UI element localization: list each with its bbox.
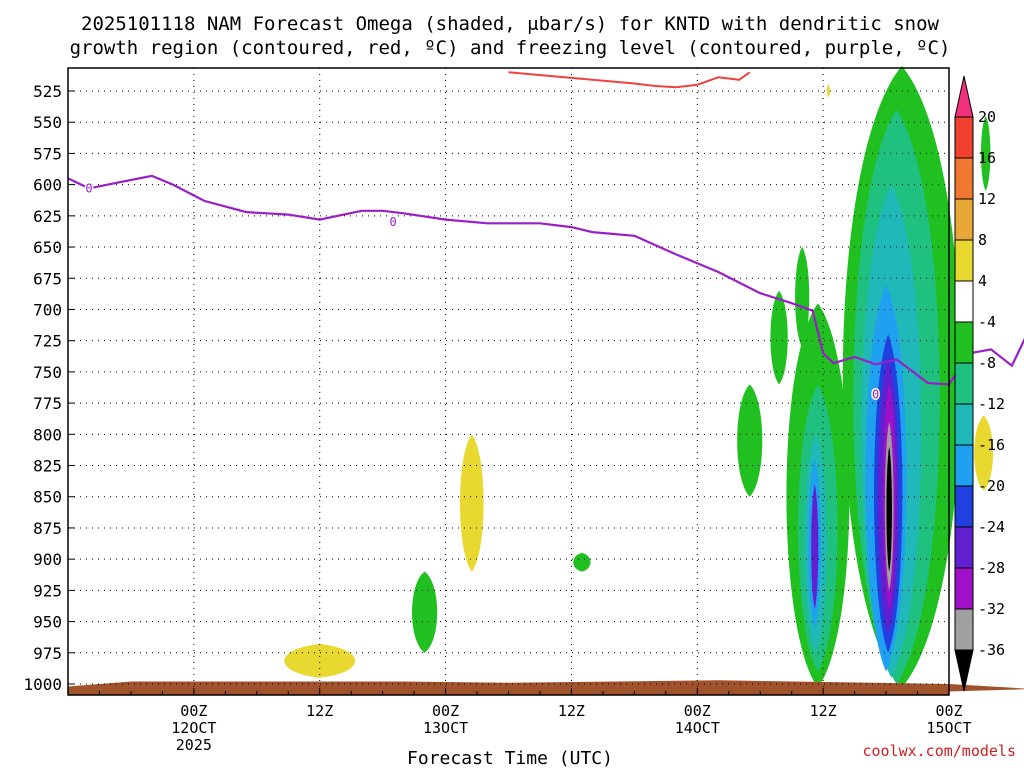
y-tick-label: 875 bbox=[33, 519, 62, 538]
y-tick-label: 800 bbox=[33, 425, 62, 444]
y-tick-label: 825 bbox=[33, 457, 62, 476]
y-tick-label: 700 bbox=[33, 300, 62, 319]
colorbar-segment bbox=[954, 157, 974, 200]
credit-text: coolwx.com/models bbox=[862, 742, 1016, 760]
colorbar-segment bbox=[954, 444, 974, 487]
y-tick-label: 625 bbox=[33, 207, 62, 226]
y-tick-label: 550 bbox=[33, 113, 62, 132]
colorbar: 20 16 12 8 4 -4 -8 -12 -16 -20 -24 -28 -32 -36 bbox=[954, 75, 1005, 692]
omega-region-small-d bbox=[412, 571, 438, 653]
omega-region-minus28-secondary bbox=[811, 484, 819, 610]
y-tick-label: 600 bbox=[33, 176, 62, 195]
colorbar-segment bbox=[954, 116, 974, 159]
y-tick-label: 900 bbox=[33, 550, 62, 569]
y-axis-ticks: 525 550 575 600 625 650 675 700 725 750 775 800 825 8… bbox=[23, 82, 75, 694]
omega-region-max-main bbox=[886, 446, 892, 572]
y-tick-label: 1000 bbox=[23, 675, 62, 694]
chart-title-line2: growth region (contoured, red, ºC) and f… bbox=[70, 37, 951, 59]
contours: 0 0 0 bbox=[67, 71, 1024, 403]
chart-title-line1: 2025101118 NAM Forecast Omega (shaded, μ… bbox=[81, 13, 939, 35]
colorbar-label: -8 bbox=[978, 354, 996, 372]
colorbar-label: -16 bbox=[978, 436, 1005, 454]
colorbar-label: 8 bbox=[978, 231, 987, 249]
omega-region-plus4-d bbox=[826, 84, 830, 98]
freezing-level-label: 0 bbox=[390, 215, 397, 229]
omega-region-small-g bbox=[851, 234, 858, 285]
y-tick-label: 675 bbox=[33, 269, 62, 288]
freezing-level-label: 0 bbox=[872, 387, 879, 401]
colorbar-label: 4 bbox=[978, 272, 987, 290]
plot-area: 0 0 0 bbox=[67, 66, 1024, 696]
dendritic-growth-contour bbox=[508, 71, 751, 89]
y-tick-label: 575 bbox=[33, 144, 62, 163]
x-tick-label: 12Z bbox=[306, 702, 333, 720]
x-tick-label: 00Z bbox=[935, 702, 962, 720]
colorbar-label: -28 bbox=[978, 559, 1005, 577]
y-tick-label: 750 bbox=[33, 363, 62, 382]
omega-region-small-b bbox=[737, 384, 763, 497]
colorbar-label: -4 bbox=[978, 313, 996, 331]
omega-shading bbox=[68, 66, 1024, 695]
x-tick-label: 00Z bbox=[180, 702, 207, 720]
colorbar-segment bbox=[954, 280, 974, 323]
colorbar-segment bbox=[954, 485, 974, 528]
colorbar-segment bbox=[954, 321, 974, 364]
x-tick-label: 00Z bbox=[432, 702, 459, 720]
colorbar-label: 12 bbox=[978, 190, 996, 208]
colorbar-label: 16 bbox=[978, 149, 996, 167]
freezing-level-contour bbox=[67, 174, 1024, 386]
colorbar-label: -32 bbox=[978, 600, 1005, 618]
colorbar-arrow-top bbox=[954, 75, 974, 118]
omega-region-small-a bbox=[770, 290, 788, 385]
y-tick-label: 775 bbox=[33, 394, 62, 413]
x-tick-label: 00Z bbox=[684, 702, 711, 720]
x-axis-label: Forecast Time (UTC) bbox=[407, 748, 613, 768]
x-tick-label: 12OCT bbox=[171, 719, 216, 737]
colorbar-segment bbox=[954, 567, 974, 610]
y-tick-label: 725 bbox=[33, 332, 62, 351]
y-tick-label: 650 bbox=[33, 238, 62, 257]
colorbar-segment bbox=[954, 362, 974, 405]
omega-region-small-f bbox=[573, 552, 591, 572]
x-tick-label: 13OCT bbox=[423, 719, 468, 737]
x-tick-label: 15OCT bbox=[926, 719, 971, 737]
x-tick-label: 14OCT bbox=[675, 719, 720, 737]
colorbar-segment bbox=[954, 526, 974, 569]
colorbar-segment bbox=[954, 608, 974, 651]
colorbar-label: -36 bbox=[978, 641, 1005, 659]
colorbar-label: -12 bbox=[978, 395, 1005, 413]
colorbar-label: -24 bbox=[978, 518, 1005, 536]
colorbar-segment bbox=[954, 403, 974, 446]
colorbar-label: -20 bbox=[978, 477, 1005, 495]
y-tick-label: 950 bbox=[33, 613, 62, 632]
omega-region-plus4-c bbox=[974, 415, 994, 491]
colorbar-segment bbox=[954, 239, 974, 282]
y-tick-label: 975 bbox=[33, 644, 62, 663]
colorbar-arrow-bottom bbox=[954, 649, 974, 692]
freezing-level-label: 0 bbox=[85, 181, 92, 195]
ground-terrain bbox=[68, 680, 1024, 695]
y-tick-label: 850 bbox=[33, 488, 62, 507]
y-tick-label: 925 bbox=[33, 581, 62, 600]
x-tick-label: 12Z bbox=[810, 702, 837, 720]
colorbar-label: 20 bbox=[978, 108, 996, 126]
colorbar-segment bbox=[954, 198, 974, 241]
omega-region-small-c bbox=[795, 247, 810, 347]
omega-region-plus4-a bbox=[459, 434, 484, 572]
y-tick-label: 525 bbox=[33, 82, 62, 101]
omega-region-small-e bbox=[980, 115, 991, 191]
x-tick-label: 12Z bbox=[558, 702, 585, 720]
x-tick-label: 2025 bbox=[176, 736, 212, 754]
